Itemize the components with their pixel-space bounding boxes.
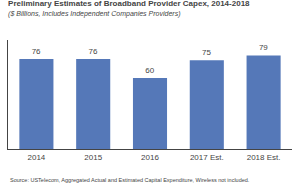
svg-text:75: 75	[202, 48, 211, 57]
svg-text:2018 Est.: 2018 Est.	[247, 153, 281, 162]
svg-text:Source: USTelecom, Aggregated: Source: USTelecom, Aggregated Actual and…	[10, 177, 250, 183]
svg-text:2017 Est.: 2017 Est.	[190, 153, 224, 162]
svg-text:Preliminary Estimates of Broad: Preliminary Estimates of Broadband Provi…	[8, 0, 250, 18]
svg-text:60: 60	[145, 66, 154, 75]
svg-text:76: 76	[88, 47, 97, 56]
svg-text:76: 76	[32, 47, 41, 56]
svg-text:79: 79	[259, 43, 268, 52]
svg-text:2015: 2015	[84, 153, 102, 162]
svg-text:2014: 2014	[28, 153, 46, 162]
svg-text:2016: 2016	[141, 153, 159, 162]
